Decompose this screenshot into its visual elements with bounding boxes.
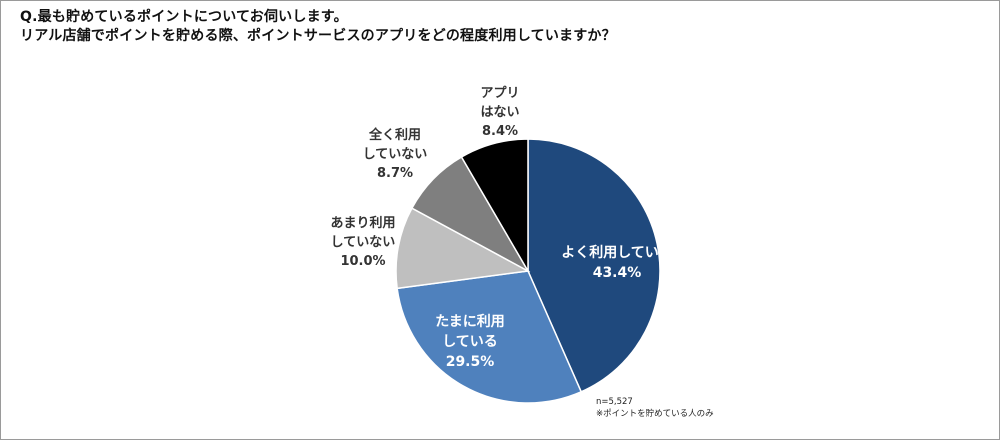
question-title: Q.最も貯めているポイントについてお伺いします。 リアル店舗でポイントを貯める際… xyxy=(20,8,616,46)
slice-value: 43.4% xyxy=(592,265,642,281)
slice-name-line: よく利用している xyxy=(561,245,673,261)
slice-never-label: 全く利用していない 8.7% xyxy=(363,126,428,183)
question-line-2: リアル店舗でポイントを貯める際、ポイントサービスのアプリをどの程度利用しています… xyxy=(20,28,616,44)
slice-frequent-label: よく利用している 43.4% xyxy=(561,243,673,283)
slice-frequent xyxy=(527,138,661,393)
slice-rarely-label: あまり利用していない 10.0% xyxy=(330,214,395,271)
slice-value: 29.5% xyxy=(445,354,495,370)
sample-note: ※ポイントを貯めている人のみ xyxy=(596,409,714,419)
slice-name-line: していない xyxy=(330,235,396,250)
sample-size: n=5,527 xyxy=(596,397,633,407)
slice-name-line: アプリ xyxy=(480,86,520,101)
slice-name-line: していない xyxy=(362,147,428,162)
slice-sometimes xyxy=(396,270,583,404)
question-line-1: Q.最も貯めているポイントについてお伺いします。 xyxy=(20,9,348,25)
slice-value: 8.7% xyxy=(376,166,414,181)
slice-name-line: はない xyxy=(480,105,520,120)
slice-no-app-label: アプリはない 8.4% xyxy=(480,84,519,141)
slice-name-line: 全く利用 xyxy=(368,128,421,143)
slice-name-line: あまり利用 xyxy=(330,216,396,231)
slice-no-app xyxy=(460,138,529,274)
slice-name-line: している xyxy=(442,334,498,350)
slice-sometimes-label: たまに利用している 29.5% xyxy=(435,312,505,372)
slice-value: 10.0% xyxy=(340,254,386,269)
footnote: n=5,527 ※ポイントを貯めている人のみ xyxy=(596,396,714,420)
slice-name-line: たまに利用 xyxy=(435,314,505,330)
slice-value: 8.4% xyxy=(481,124,519,139)
slice-rarely xyxy=(395,207,531,290)
